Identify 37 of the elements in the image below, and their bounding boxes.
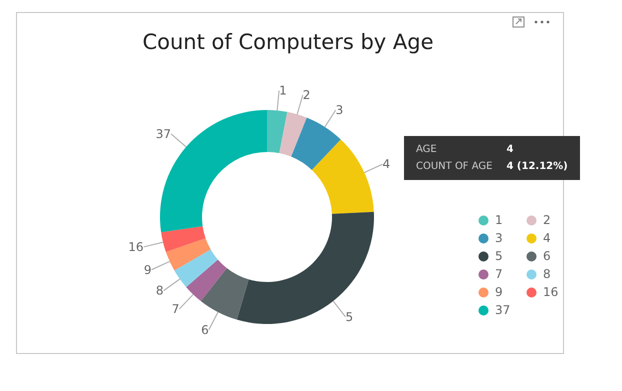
- legend-label: 9: [495, 285, 503, 299]
- donut-slice: [186, 260, 227, 302]
- slice-label: 4: [382, 157, 390, 172]
- text: AGE: [416, 144, 438, 155]
- legend-label: 6: [543, 249, 551, 263]
- text: 4: [506, 144, 514, 155]
- legend-label: 7: [495, 267, 503, 281]
- legend-label: 16: [543, 285, 558, 299]
- legend-label: 2: [543, 213, 551, 227]
- donut-slice: [166, 238, 211, 270]
- slice-label: 16: [128, 240, 144, 254]
- slice-label: 7: [172, 302, 180, 316]
- slice-label: 8: [156, 284, 164, 298]
- donut-slice: [312, 140, 374, 214]
- slice-label: 5: [346, 310, 354, 324]
- donut-slice: [291, 118, 341, 170]
- legend-label: 8: [543, 267, 551, 281]
- legend-label: 37: [495, 303, 510, 317]
- donut-slice: [200, 268, 249, 320]
- legend-label: 3: [495, 231, 503, 245]
- text: 4 (12.12%): [506, 161, 568, 172]
- chart-title: Count of Computers by Age: [141, 30, 435, 54]
- slice-label: 3: [336, 103, 344, 118]
- legend-label: 1: [495, 213, 503, 227]
- legend-label: 5: [495, 249, 503, 263]
- slice-label: 37: [156, 126, 172, 141]
- slice-label: 9: [144, 262, 152, 277]
- legend-label: 4: [543, 231, 551, 245]
- donut-slice: [236, 212, 374, 324]
- text: COUNT OF AGE: [416, 161, 492, 172]
- donut-slice: [267, 110, 288, 154]
- slice-label: 1: [279, 84, 287, 98]
- slice-label: 2: [302, 88, 310, 102]
- donut-slice: [174, 250, 218, 288]
- slice-label: 6: [201, 322, 209, 337]
- donut-slice: [161, 226, 206, 252]
- donut-slice: [279, 112, 307, 157]
